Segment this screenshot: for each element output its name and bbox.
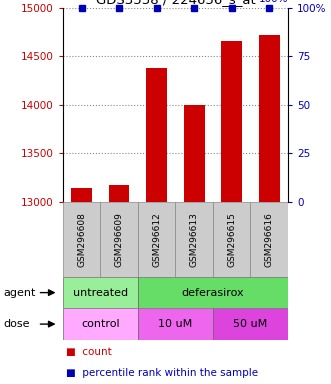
Text: GSM296608: GSM296608 — [77, 212, 86, 267]
Text: GSM296609: GSM296609 — [115, 212, 124, 267]
Text: control: control — [81, 319, 120, 329]
Text: agent: agent — [3, 288, 36, 298]
Text: dose: dose — [3, 319, 30, 329]
Bar — [138, 277, 288, 308]
Bar — [175, 202, 213, 277]
Text: GSM296612: GSM296612 — [152, 212, 161, 267]
Bar — [138, 308, 213, 340]
Text: ■  count: ■ count — [66, 347, 112, 357]
Title: GDS3558 / 224656_s_at: GDS3558 / 224656_s_at — [96, 0, 255, 7]
Text: 10 uM: 10 uM — [158, 319, 193, 329]
Bar — [63, 308, 138, 340]
Bar — [184, 105, 205, 202]
Bar — [71, 189, 92, 202]
Text: 100%: 100% — [259, 0, 288, 4]
Bar — [259, 35, 279, 202]
Bar — [213, 202, 251, 277]
Bar — [251, 202, 288, 277]
Text: untreated: untreated — [73, 288, 128, 298]
Bar — [221, 41, 242, 202]
Bar — [109, 185, 129, 202]
Bar — [138, 202, 175, 277]
Text: GSM296613: GSM296613 — [190, 212, 199, 267]
Bar — [146, 68, 167, 202]
Bar — [213, 308, 288, 340]
Text: GSM296615: GSM296615 — [227, 212, 236, 267]
Bar — [63, 202, 100, 277]
Bar — [63, 277, 138, 308]
Bar — [100, 202, 138, 277]
Text: 50 uM: 50 uM — [233, 319, 267, 329]
Text: ■  percentile rank within the sample: ■ percentile rank within the sample — [66, 368, 258, 378]
Text: deferasirox: deferasirox — [182, 288, 244, 298]
Text: GSM296616: GSM296616 — [265, 212, 274, 267]
